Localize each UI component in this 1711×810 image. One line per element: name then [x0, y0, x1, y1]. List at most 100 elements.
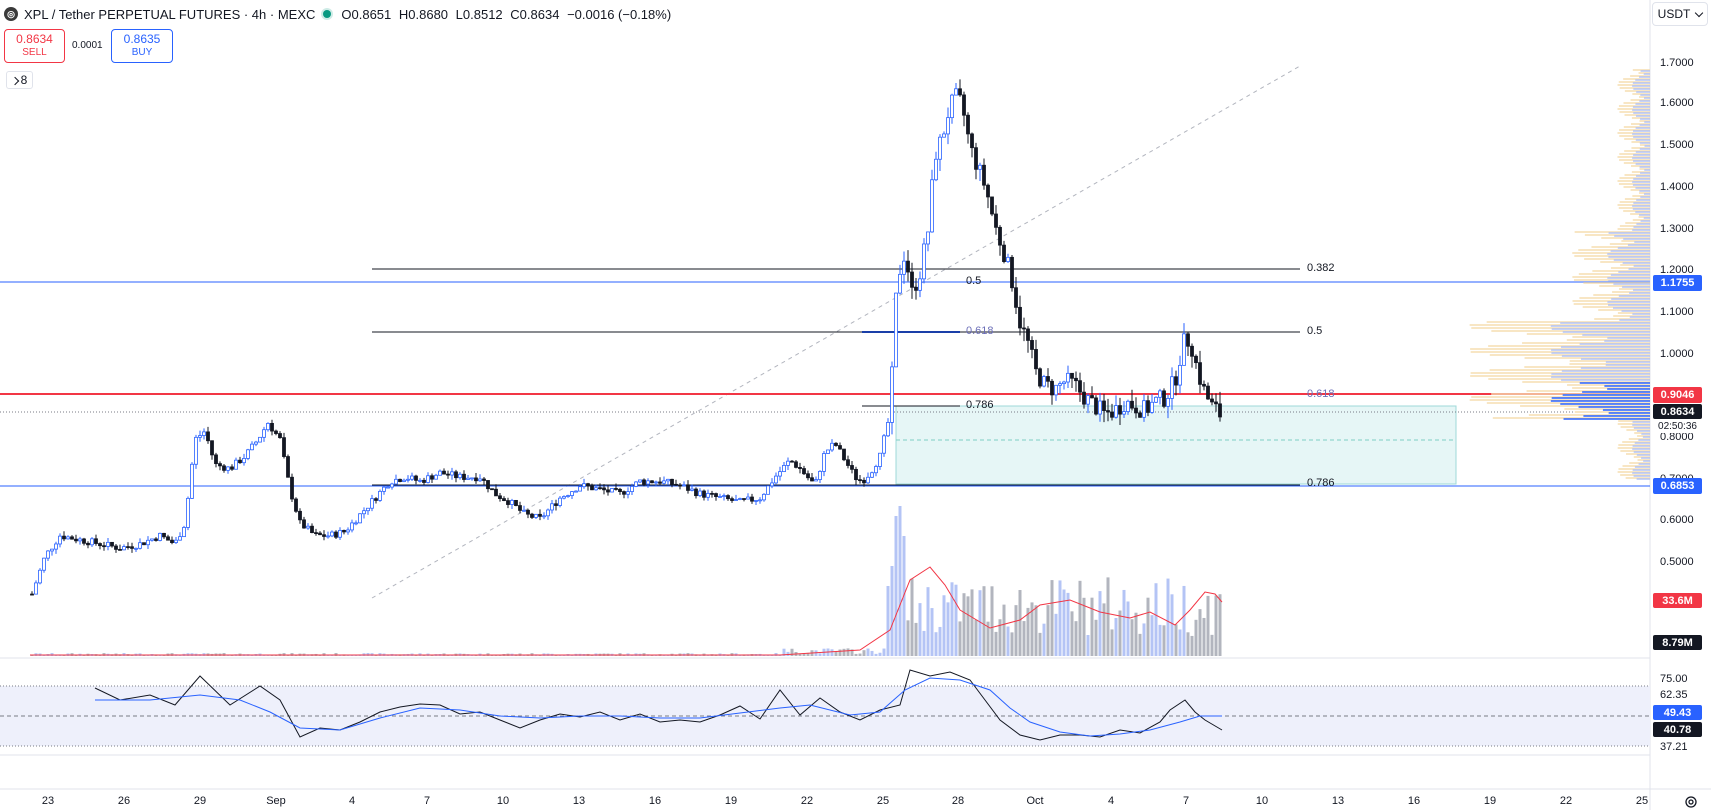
- candle-body: [1134, 407, 1138, 414]
- candle-body: [34, 582, 38, 595]
- candle-body: [382, 486, 386, 492]
- symbol-title[interactable]: XPL / Tether PERPETUAL FUTURES · 4h · ME…: [24, 6, 316, 22]
- candle-body: [858, 479, 862, 482]
- time-tick: 25: [1635, 795, 1649, 807]
- volume-bar: [858, 653, 862, 656]
- candle-body: [594, 487, 598, 491]
- volume-ma-line: [30, 566, 1223, 656]
- candle-body: [1090, 395, 1094, 399]
- volume-bar: [930, 608, 934, 656]
- volume-bar: [790, 648, 794, 656]
- candle-body: [698, 490, 702, 497]
- candle-body: [142, 542, 146, 546]
- time-tick: 7: [1182, 795, 1190, 807]
- candle-body: [50, 548, 54, 552]
- candle-body: [730, 498, 734, 501]
- candle-body: [442, 470, 446, 475]
- volume-bar: [914, 622, 918, 656]
- gear-icon[interactable]: [1683, 794, 1699, 810]
- volume-bar: [870, 650, 874, 656]
- candle-body: [1122, 411, 1126, 415]
- volume-bar: [1162, 625, 1166, 656]
- candle-body: [838, 445, 842, 450]
- volume-bar: [1214, 595, 1218, 656]
- currency-select[interactable]: USDT: [1652, 2, 1708, 26]
- candle-body: [574, 490, 578, 493]
- candle-body: [618, 488, 622, 492]
- candle-body: [306, 525, 310, 529]
- candle-body: [1194, 355, 1198, 364]
- candle-body: [830, 442, 834, 451]
- volume-bar: [1078, 580, 1082, 656]
- candle-body: [782, 465, 786, 473]
- candle-body: [458, 473, 462, 479]
- candle-body: [586, 483, 590, 487]
- candle-body: [946, 117, 950, 135]
- volume-bar: [1174, 624, 1178, 656]
- candle-body: [1158, 390, 1162, 398]
- candle-body: [942, 133, 946, 138]
- candle-body: [70, 536, 74, 540]
- candle-body: [614, 488, 618, 490]
- candle-body: [998, 226, 1002, 246]
- chevron-up-icon: [10, 76, 19, 86]
- candle-body: [410, 475, 414, 480]
- candle-body: [98, 543, 102, 547]
- candle-body: [286, 456, 290, 478]
- candle-body: [198, 435, 202, 438]
- level-tag-high[interactable]: 1.1755: [1653, 275, 1702, 291]
- candle-body: [1010, 256, 1014, 289]
- level-tag-resistance[interactable]: 0.9046: [1653, 387, 1702, 403]
- time-tick: 13: [572, 795, 586, 807]
- volume-bar: [834, 651, 838, 656]
- volume-bar: [1170, 594, 1174, 656]
- volume-bar: [1110, 629, 1114, 656]
- candle-body: [510, 499, 514, 505]
- candle-body: [934, 158, 938, 181]
- candle-body: [726, 495, 730, 500]
- candle-body: [406, 478, 410, 481]
- candle-body: [774, 475, 778, 484]
- candle-body: [402, 479, 406, 482]
- candle-body: [1210, 398, 1214, 403]
- volume-bar: [1118, 610, 1122, 656]
- candle-body: [1070, 372, 1074, 379]
- fib-label: 0.786: [1307, 477, 1335, 489]
- candle-body: [62, 535, 66, 540]
- volume-bar: [958, 621, 962, 656]
- volume-bar: [990, 586, 994, 656]
- sell-label: SELL: [22, 47, 47, 58]
- volume-bar: [926, 587, 930, 656]
- price-tick: 0.6000: [1660, 514, 1694, 526]
- market-status-icon: [323, 10, 332, 18]
- candle-body: [542, 515, 546, 518]
- candle-body: [110, 541, 114, 547]
- candle-body: [654, 481, 658, 484]
- indicators-toggle-button[interactable]: 8: [6, 71, 33, 89]
- volume-bar: [1046, 605, 1050, 656]
- candle-body: [366, 507, 370, 512]
- candle-body: [950, 94, 954, 119]
- candle-body: [282, 437, 286, 457]
- currency-label: USDT: [1657, 7, 1691, 21]
- volume-bar: [906, 620, 910, 656]
- candle-body: [126, 546, 130, 548]
- candle-body: [446, 473, 450, 476]
- volume-bar: [1154, 583, 1158, 656]
- candle-body: [722, 495, 726, 497]
- sell-button[interactable]: 0.8634 SELL: [4, 29, 65, 63]
- candle-body: [702, 490, 706, 498]
- fib-label: 0.618: [1307, 388, 1335, 400]
- candle-body: [886, 422, 890, 437]
- buy-button[interactable]: 0.8635 BUY: [111, 29, 173, 63]
- candle-body: [994, 213, 998, 228]
- candle-body: [1150, 401, 1154, 413]
- level-tag-support[interactable]: 0.6853: [1653, 478, 1702, 494]
- time-tick: Sep: [266, 795, 286, 807]
- volume-bar: [1202, 617, 1206, 656]
- candle-body: [170, 539, 174, 543]
- time-tick: 16: [1407, 795, 1421, 807]
- volume-bar: [862, 650, 866, 656]
- candle-body: [1154, 396, 1158, 403]
